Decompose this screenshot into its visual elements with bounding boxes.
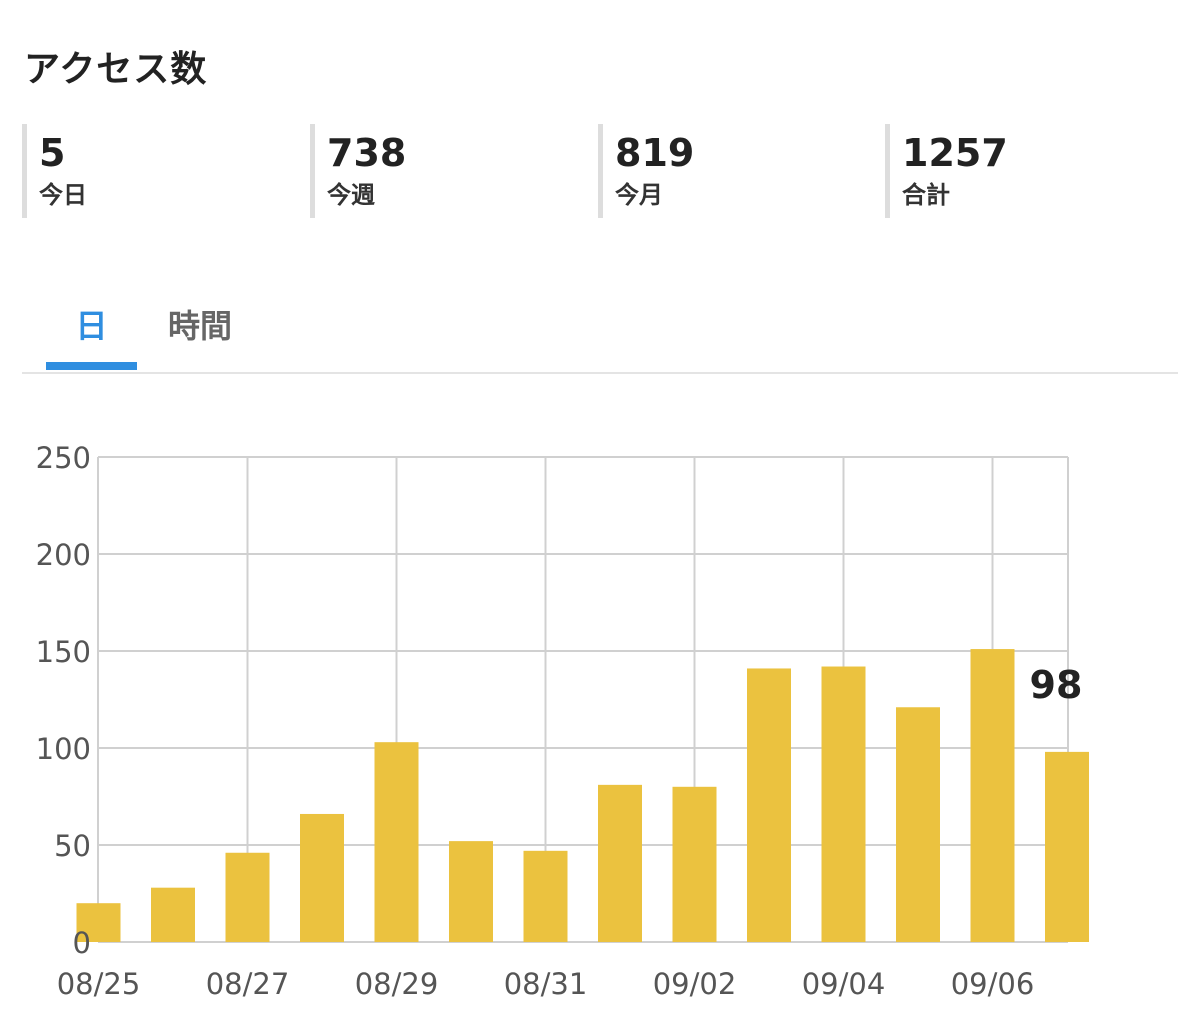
tab-hour[interactable]: 時間: [152, 296, 248, 370]
x-tick-label: 09/04: [802, 967, 886, 1001]
bar-08/28: [300, 813, 344, 942]
x-tick-label: 08/29: [355, 967, 439, 1001]
bar-08/25: [76, 903, 121, 942]
bar-08/29: [374, 742, 419, 942]
y-tick-label: 200: [36, 538, 91, 572]
chart-labels: 0 50 100 150 200 250 08/25 08/27 08/29 08/31 09/02…: [36, 441, 1083, 1001]
stat-today-value: 5: [39, 131, 66, 175]
stat-week-value: 738: [327, 131, 407, 175]
bar-09/06: [970, 649, 1015, 942]
access-bar-chart: 0 50 100 150 200 250 08/25 08/27 08/29 08/31 09/02…: [36, 441, 1089, 1001]
stat-month-value: 819: [615, 131, 695, 175]
x-tick-label: 09/02: [653, 967, 737, 1001]
tab-hour-label: 時間: [167, 307, 232, 345]
bar-09/01: [598, 784, 642, 942]
bar-08/30: [449, 841, 493, 942]
stat-today-label: 今日: [39, 181, 87, 209]
stat-total-label: 合計: [902, 181, 950, 209]
bar-09/07: [1045, 751, 1089, 942]
chart-bars: [76, 649, 1089, 942]
y-tick-label: 100: [36, 732, 91, 766]
tab-day-label: 日: [75, 307, 108, 345]
stat-week: 738 今週: [310, 124, 580, 218]
x-tick-label: 08/27: [206, 967, 290, 1001]
bar-09/02: [672, 786, 717, 942]
stat-month-label: 今月: [615, 181, 663, 209]
bar-09/04: [821, 666, 866, 942]
stat-total-value: 1257: [902, 131, 1008, 175]
bar-09/03: [747, 668, 791, 942]
y-tick-label: 0: [73, 926, 91, 960]
tab-day[interactable]: 日: [46, 296, 137, 370]
y-tick-label: 50: [54, 829, 91, 863]
stat-today: 5 今日: [22, 124, 292, 218]
bar-08/26: [151, 887, 195, 942]
stats-summary: 5 今日 738 今週 819 今月 1257 合計: [22, 124, 1182, 218]
x-tick-label: 08/31: [504, 967, 588, 1001]
y-tick-label: 250: [36, 441, 91, 475]
y-tick-label: 150: [36, 635, 91, 669]
tab-active-indicator: [46, 362, 137, 370]
data-label: 98: [1030, 663, 1083, 707]
bar-08/27: [225, 852, 270, 942]
stat-week-label: 今週: [327, 181, 375, 209]
stat-total: 1257 合計: [885, 124, 1155, 218]
x-tick-label: 08/25: [57, 967, 141, 1001]
bar-09/05: [896, 707, 940, 942]
stat-month: 819 今月: [598, 124, 868, 218]
page-title: アクセス数: [24, 49, 208, 90]
bar-08/31: [523, 850, 568, 942]
period-tabs: 日 時間: [22, 296, 1178, 374]
x-tick-label: 09/06: [951, 967, 1035, 1001]
